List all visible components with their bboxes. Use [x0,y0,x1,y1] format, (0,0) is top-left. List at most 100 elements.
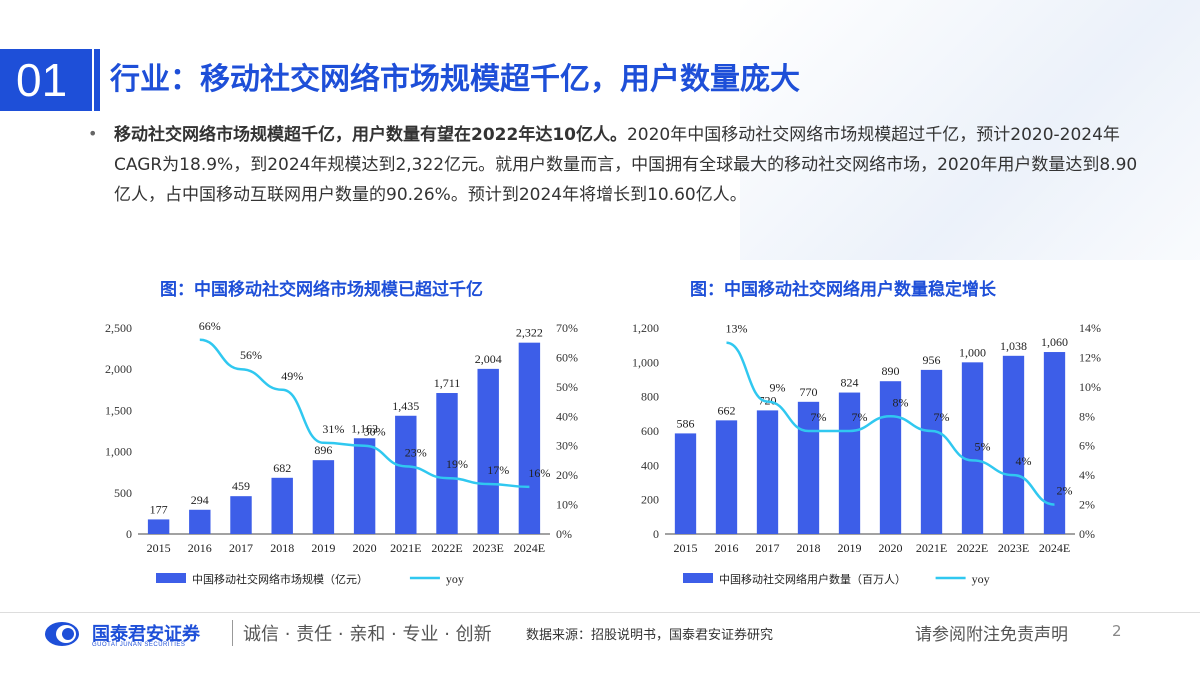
x-tick-label: 2021E [916,541,947,555]
bar-value-label: 1,038 [1000,339,1027,353]
yoy-value-label: 19% [446,457,468,471]
yoy-value-label: 17% [487,463,509,477]
legend-bar-label: 中国移动社交网络市场规模（亿元） [192,572,368,586]
section-number: 01 [0,49,92,111]
yoy-value-label: 4% [1016,454,1032,468]
left-tick-label: 800 [641,390,659,404]
company-name-en: GUOTAI JUNAN SECURITIES [92,642,186,648]
data-source: 数据来源：招股说明书，国泰君安证券研究 [526,628,774,643]
x-tick-label: 2022E [431,541,462,555]
bar [715,420,738,534]
bar-value-label: 2,322 [516,326,543,340]
left-tick-label: 2,500 [105,321,132,335]
yoy-value-label: 7% [852,410,868,424]
bar [961,362,984,534]
x-tick-label: 2017 [756,541,780,555]
summary-paragraph: 移动社交网络市场规模超千亿，用户数量有望在2022年达10亿人。2020年中国移… [114,120,1154,210]
yoy-value-label: 7% [811,410,827,424]
right-tick-label: 14% [1079,321,1101,335]
user-count-chart: 0 200 400 600 800 1,000 1,200 0% 2% 4% 6% 8% 10% 12% 1… [632,321,1101,586]
chart1-title: 图：中国移动社交网络市场规模已超过千亿 [160,280,483,300]
bar [147,519,170,534]
x-tick-label: 2024E [1039,541,1070,555]
bar [230,496,252,534]
yoy-value-label: 23% [405,445,427,459]
bar-value-label: 770 [800,385,818,399]
left-tick-label: 200 [641,493,659,507]
bar-value-label: 662 [718,403,736,417]
legend-bar-label: 中国移动社交网络用户数量（百万人） [719,572,906,586]
left-tick-label: 2,000 [105,362,132,376]
right-tick-label: 70% [556,321,578,335]
right-tick-label: 0% [1079,527,1095,541]
company-slogan: 诚信 · 责任 · 亲和 · 专业 · 创新 [232,620,492,646]
right-tick-label: 0% [556,527,572,541]
x-tick-label: 2017 [229,541,253,555]
x-tick-label: 2020 [353,541,377,555]
bar-value-label: 824 [841,376,859,390]
right-tick-label: 12% [1079,350,1101,364]
bar-value-label: 177 [150,502,168,516]
x-tick-label: 2018 [797,541,821,555]
x-tick-label: 2015 [147,541,171,555]
bar-value-label: 459 [232,479,250,493]
footer-divider [0,612,1200,613]
bar-value-label: 1,162 [351,421,378,435]
section-divider [94,49,100,111]
right-tick-label: 60% [556,350,578,364]
bar-value-label: 1,435 [392,399,419,413]
right-tick-label: 20% [556,468,578,482]
bar [756,410,779,534]
left-tick-label: 600 [641,424,659,438]
x-tick-label: 2019 [838,541,862,555]
yoy-value-label: 56% [240,348,262,362]
yoy-value-label: 66% [199,319,221,333]
bar [879,381,902,534]
left-tick-label: 0 [653,527,659,541]
legend-line-label: yoy [972,572,990,586]
bar [189,509,211,534]
x-tick-label: 2020 [879,541,903,555]
x-tick-label: 2024E [514,541,545,555]
bar-value-label: 890 [882,364,900,378]
yoy-value-label: 16% [528,466,550,480]
yoy-value-label: 2% [1057,484,1073,498]
right-tick-label: 10% [1079,380,1101,394]
yoy-value-label: 30% [364,425,386,439]
right-tick-label: 10% [556,498,578,512]
legend-bar-swatch [156,573,186,583]
yoy-line [726,341,1055,506]
bar [674,433,697,534]
bar-value-label: 2,004 [475,352,502,366]
x-tick-label: 2022E [957,541,988,555]
yoy-value-label: 8% [893,395,909,409]
x-tick-label: 2018 [270,541,294,555]
left-tick-label: 400 [641,458,659,472]
x-tick-label: 2023E [473,541,504,555]
bar-value-label: 294 [191,493,209,507]
right-tick-label: 4% [1079,468,1095,482]
yoy-line [199,338,530,489]
right-tick-label: 50% [556,380,578,394]
x-tick-label: 2023E [998,541,1029,555]
market-size-chart: 0 500 1,000 1,500 2,000 2,500 0% 10% 20% 30% 40% 50… [105,319,578,586]
background-decoration [740,0,1200,260]
bar-value-label: 956 [923,353,941,367]
bar [312,460,335,534]
bar [838,392,861,534]
left-tick-label: 1,000 [632,355,659,369]
page-title: 行业：移动社交网络市场规模超千亿，用户数量庞大 [110,62,800,97]
bar-value-label: 1,711 [434,376,461,390]
left-tick-label: 500 [114,486,132,500]
left-tick-label: 1,000 [105,445,132,459]
left-tick-label: 1,500 [105,403,132,417]
yoy-value-label: 13% [726,322,748,336]
bar-value-label: 1,060 [1041,335,1068,349]
yoy-value-label: 7% [934,410,950,424]
bar [797,401,820,534]
x-tick-label: 2019 [311,541,335,555]
disclaimer-link[interactable]: 请参阅附注免责声明 [915,625,1068,645]
x-tick-label: 2016 [188,541,212,555]
bar [518,342,541,534]
right-tick-label: 6% [1079,439,1095,453]
